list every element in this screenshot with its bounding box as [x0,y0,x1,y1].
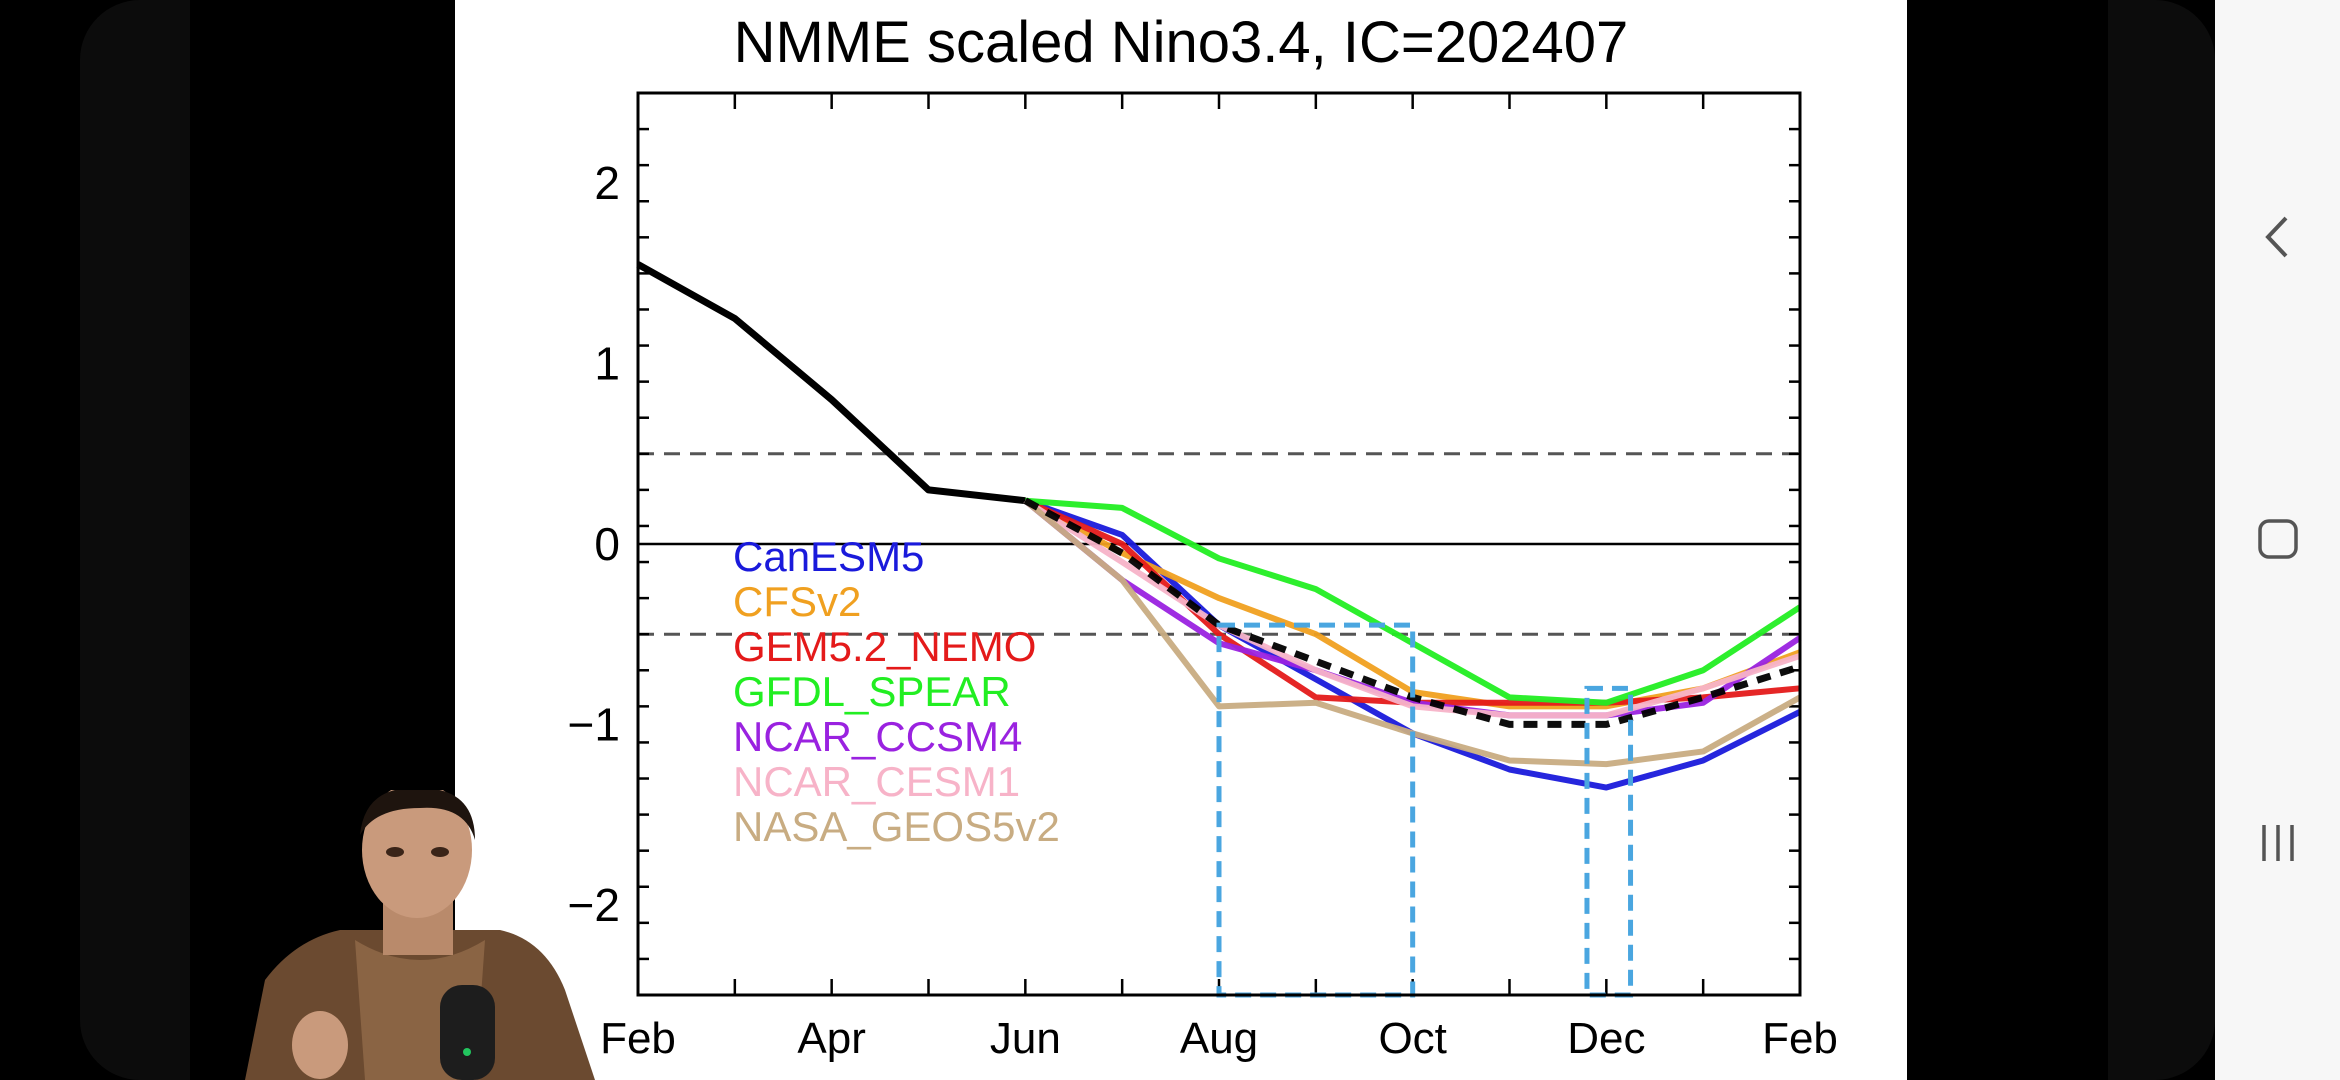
x-tick-label: Feb [600,1014,676,1063]
legend-entry: NCAR_CCSM4 [733,713,1022,760]
home-button[interactable] [2215,479,2340,599]
x-tick-label: Jun [990,1014,1061,1063]
presenter-video-overlay [245,790,595,1080]
legend-entry: GEM5.2_NEMO [733,623,1036,670]
plot-frame [636,91,1802,997]
slide: NMME scaled Nino3.4, IC=202407 Feb Apr Jun A… [455,0,1907,1080]
x-tick-label: Feb [1762,1014,1838,1063]
chevron-left-icon [2264,216,2287,258]
legend-entry: CFSv2 [733,578,861,625]
device-frame-left [80,0,190,1080]
three-bars-icon [2261,825,2294,861]
series-line-ncar-cesm1 [1023,498,1801,719]
x-tick-label: Aug [1180,1014,1258,1063]
y-tick-label: −2 [568,879,620,931]
x-tick-label: Oct [1378,1014,1446,1063]
x-tick-label: Dec [1567,1014,1645,1063]
device-frame-right [2108,0,2215,1080]
y-tick-label: 2 [594,157,620,209]
x-tick-label: Apr [797,1014,865,1063]
legend-entry: NCAR_CESM1 [733,758,1020,805]
y-tick-label: 0 [594,518,620,570]
recents-button[interactable] [2215,783,2340,903]
rounded-square-icon [2257,519,2298,559]
chart-title: NMME scaled Nino3.4, IC=202407 [734,10,1629,75]
legend-entry: CanESM5 [733,533,924,580]
back-button[interactable] [2215,177,2340,297]
y-tick-label: 1 [594,338,620,390]
nino34-chart: NMME scaled Nino3.4, IC=202407 Feb Apr Jun A… [568,10,1838,1063]
legend-entry: NASA_GEOS5v2 [733,803,1060,850]
y-tick-label: −1 [568,698,620,750]
android-nav-bar [2215,0,2340,1080]
highlight-box [1584,685,1634,998]
observed-line [636,261,1026,505]
legend-entry: GFDL_SPEAR [733,668,1011,715]
